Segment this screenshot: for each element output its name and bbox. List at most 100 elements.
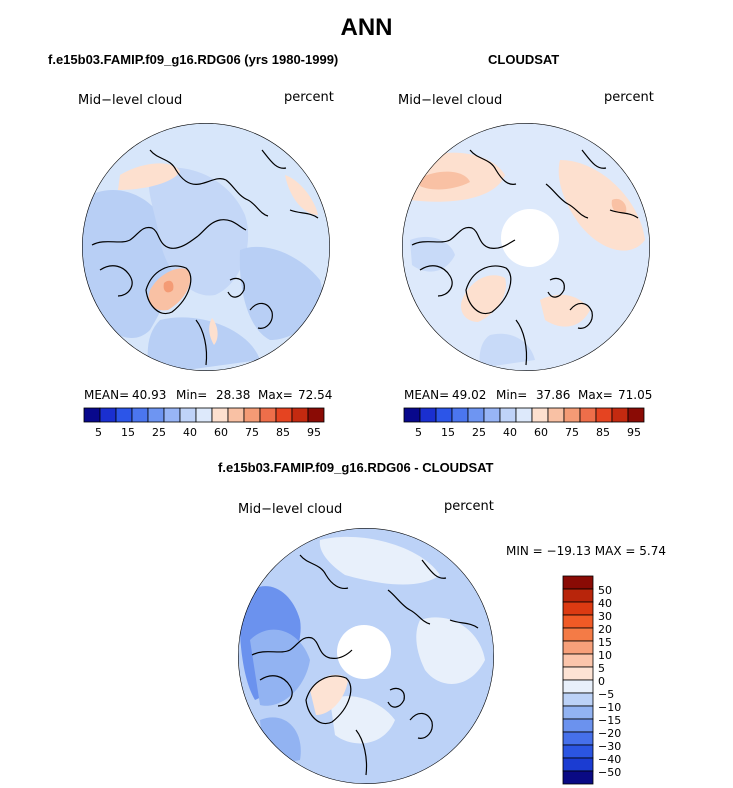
model-colorbar-box xyxy=(99,407,117,423)
model-colorbar-box xyxy=(195,407,213,423)
obs-mean-value: 49.02 xyxy=(452,388,487,402)
model-colorbar-tick: 95 xyxy=(307,426,321,439)
obs-colorbar-tick: 60 xyxy=(534,426,548,439)
difference-colorbar-tick: −5 xyxy=(598,688,615,701)
obs-colorbar-box xyxy=(483,407,501,423)
difference-colorbar-box xyxy=(562,770,594,785)
difference-region-mid-south xyxy=(260,717,301,761)
model-colorbar-box xyxy=(131,407,149,423)
difference-colorbar-box xyxy=(562,718,594,733)
difference-region-positive xyxy=(310,674,348,715)
model-min-label: Min= xyxy=(176,388,208,402)
difference-colorbar-tick: 10 xyxy=(598,649,612,662)
obs-colorbar-tick: 25 xyxy=(472,426,486,439)
model-colorbar-box xyxy=(115,407,133,423)
obs-colorbar-tick: 85 xyxy=(596,426,610,439)
difference-region-mid-west xyxy=(250,629,310,706)
obs-colorbar-box xyxy=(435,407,453,423)
difference-colorbar-box xyxy=(562,640,594,655)
difference-colorbar-tick: 20 xyxy=(598,623,612,636)
difference-colorbar-box xyxy=(562,744,594,759)
model-colorbar xyxy=(83,407,325,423)
obs-region-warm-e-core xyxy=(611,198,627,214)
obs-colorbar-box xyxy=(515,407,533,423)
difference-missing-polar-cap xyxy=(337,625,391,679)
model-colorbar-tick: 60 xyxy=(214,426,228,439)
obs-colorbar-box xyxy=(419,407,437,423)
model-colorbar-box xyxy=(83,407,101,423)
difference-coastlines xyxy=(251,554,479,776)
obs-region-warm-e xyxy=(558,160,645,251)
difference-colorbar-tick: −15 xyxy=(598,714,622,727)
difference-colorbar-tick: 5 xyxy=(598,662,605,675)
difference-colorbar-box xyxy=(562,588,594,603)
model-colorbar-box xyxy=(227,407,245,423)
model-polar-map xyxy=(82,123,330,371)
obs-colorbar-box xyxy=(627,407,645,423)
model-mean-label: MEAN= xyxy=(84,388,130,402)
model-max-value: 72.54 xyxy=(298,388,333,402)
obs-colorbar-tick: 40 xyxy=(503,426,517,439)
difference-units-label: percent xyxy=(444,499,494,514)
obs-colorbar-box xyxy=(467,407,485,423)
obs-max-label: Max= xyxy=(578,388,613,402)
difference-panel-title: f.e15b03.FAMIP.f09_g16.RDG06 - CLOUDSAT xyxy=(218,460,494,475)
difference-range-label: MIN = −19.13 MAX = 5.74 xyxy=(506,544,666,558)
difference-colorbar xyxy=(562,575,594,785)
model-colorbar-tick: 75 xyxy=(245,426,259,439)
model-colorbar-box xyxy=(179,407,197,423)
model-colorbar-box xyxy=(259,407,277,423)
model-colorbar-tick: 85 xyxy=(276,426,290,439)
model-colorbar-tick: 25 xyxy=(152,426,166,439)
model-colorbar-tick: 15 xyxy=(121,426,135,439)
difference-region-weak-north xyxy=(319,536,440,585)
model-colorbar-tick: 5 xyxy=(95,426,102,439)
difference-colorbar-tick: −40 xyxy=(598,753,622,766)
model-colorbar-tick: 40 xyxy=(183,426,197,439)
obs-min-value: 37.86 xyxy=(536,388,571,402)
obs-colorbar-tick: 95 xyxy=(627,426,641,439)
difference-colorbar-tick: 0 xyxy=(598,675,605,688)
model-variable-label: Mid−level cloud xyxy=(78,93,183,108)
model-max-label: Max= xyxy=(258,388,293,402)
model-region-warm-s xyxy=(209,318,218,345)
obs-region-cool-s xyxy=(479,333,535,368)
obs-colorbar-box xyxy=(531,407,549,423)
difference-colorbar-tick: 40 xyxy=(598,597,612,610)
difference-colorbar-box xyxy=(562,679,594,694)
figure-title: ANN xyxy=(340,14,393,41)
obs-units-label: percent xyxy=(604,90,654,105)
obs-colorbar-box xyxy=(563,407,581,423)
obs-colorbar-box xyxy=(595,407,613,423)
model-mean-value: 40.93 xyxy=(132,388,167,402)
obs-coastlines xyxy=(411,149,639,366)
difference-colorbar-box xyxy=(562,692,594,707)
obs-mean-label: MEAN= xyxy=(404,388,450,402)
obs-region-cool-w xyxy=(410,236,455,272)
obs-variable-label: Mid−level cloud xyxy=(398,93,503,108)
model-coastlines xyxy=(91,149,319,366)
model-colorbar-box xyxy=(291,407,309,423)
model-region-greenland-core xyxy=(163,280,174,293)
difference-colorbar-box xyxy=(562,614,594,629)
model-region-south xyxy=(147,317,260,371)
obs-colorbar-tick: 15 xyxy=(441,426,455,439)
obs-panel-title: CLOUDSAT xyxy=(488,52,560,67)
obs-colorbar-box xyxy=(451,407,469,423)
obs-colorbar-box xyxy=(579,407,597,423)
obs-colorbar-box xyxy=(547,407,565,423)
obs-region-warm-se xyxy=(540,294,590,327)
difference-colorbar-tick: −30 xyxy=(598,740,622,753)
difference-colorbar-box xyxy=(562,575,594,590)
model-colorbar-box xyxy=(243,407,261,423)
difference-polar-map xyxy=(238,528,494,784)
model-colorbar-box xyxy=(163,407,181,423)
difference-colorbar-box xyxy=(562,757,594,772)
model-units-label: percent xyxy=(284,90,334,105)
model-region-east xyxy=(239,246,322,340)
obs-missing-polar-cap xyxy=(501,209,559,267)
model-min-value: 28.38 xyxy=(216,388,251,402)
difference-variable-label: Mid−level cloud xyxy=(238,502,343,517)
model-colorbar-box xyxy=(147,407,165,423)
